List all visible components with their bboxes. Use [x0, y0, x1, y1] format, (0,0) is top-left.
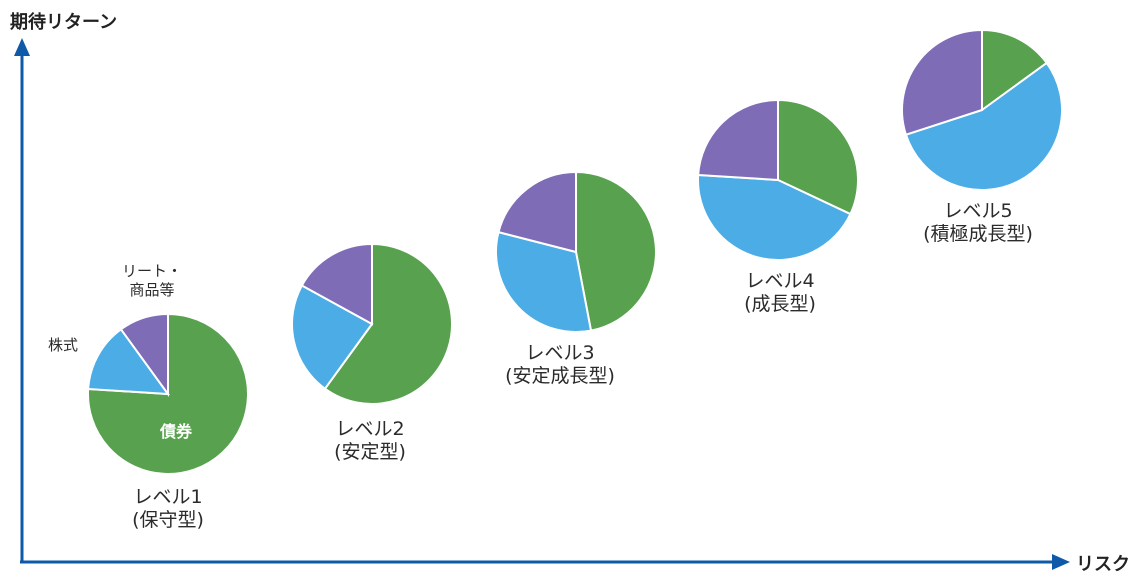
stocks-annotation-text: 株式 [48, 336, 79, 354]
level5-slice-1 [904, 61, 1064, 192]
level5-slice-2 [901, 28, 983, 136]
level5-name: レベル5 [943, 200, 1013, 222]
level2-name: レベル2 [335, 418, 405, 440]
x-axis-arrow [1052, 554, 1070, 570]
level4-slice-2 [697, 98, 779, 182]
level1-slice-2 [119, 312, 169, 398]
level5-label: レベル5 (積極成長型) [908, 200, 1048, 246]
bonds-annotation: 債券 [160, 422, 193, 441]
x-axis-label: リスク [1076, 554, 1130, 575]
level3-name: レベル3 [525, 342, 595, 364]
level1-slice-1 [87, 327, 171, 396]
level3-slice-1 [495, 230, 593, 333]
y-axis-arrow [14, 38, 30, 56]
level3-subtitle: (安定成長型) [505, 364, 615, 387]
level4-slice-1 [697, 173, 852, 261]
stocks-annotation: 株式 [48, 336, 78, 355]
level2-slice-1 [291, 284, 374, 391]
level4-name: レベル4 [745, 270, 815, 292]
level1-subtitle: (保守型) [132, 508, 204, 531]
level2-label: レベル2 (安定型) [320, 418, 420, 464]
level3-slice-2 [497, 170, 577, 254]
level5-slice-0 [981, 28, 1049, 112]
level4-slice-0 [777, 98, 859, 216]
reit-annotation-line1: リート・ [122, 262, 183, 280]
level2-subtitle: (安定型) [334, 440, 406, 463]
level1-label: レベル1 (保守型) [118, 486, 218, 532]
level4-label: レベル4 (成長型) [720, 270, 840, 316]
level3-label: レベル3 (安定成長型) [490, 342, 630, 388]
level4-subtitle: (成長型) [744, 292, 816, 315]
level3-slice-0 [575, 170, 657, 332]
pie-charts [87, 28, 1064, 475]
reit-annotation: リート・ 商品等 [122, 262, 182, 300]
level2-slice-2 [300, 242, 373, 326]
y-axis-label: 期待リターン [10, 12, 118, 33]
level1-name: レベル1 [133, 486, 203, 508]
level5-subtitle: (積極成長型) [923, 222, 1033, 245]
level2-slice-0 [323, 242, 454, 405]
reit-annotation-line2: 商品等 [129, 280, 175, 299]
